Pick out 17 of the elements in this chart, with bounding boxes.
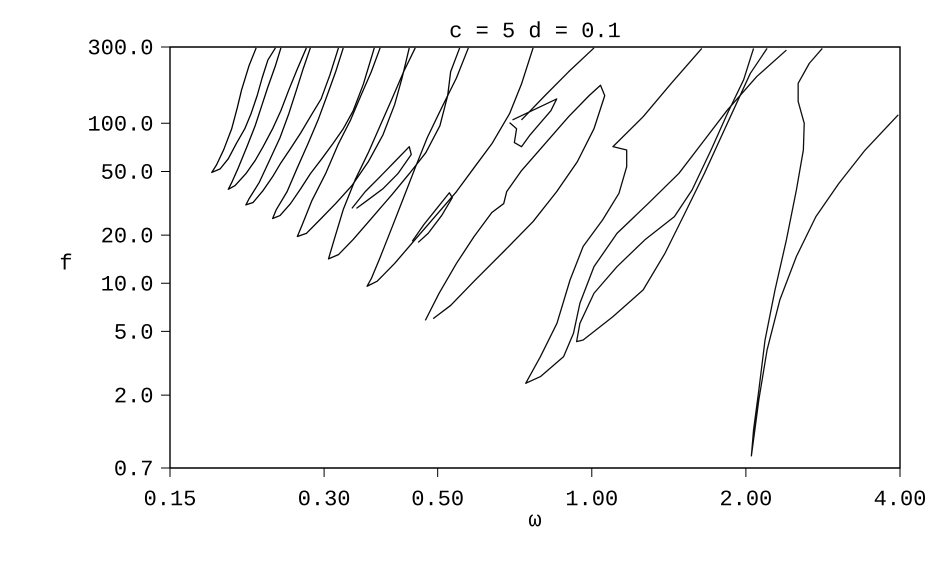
y-tick-label: 0.7	[115, 460, 152, 476]
y-tick-label: 100.0	[89, 116, 152, 131]
x-axis-title: ω	[528, 514, 542, 526]
y-tick-label: 300.0	[88, 40, 152, 54]
x-tick-label: 0.30	[299, 490, 350, 506]
y-tick-label: 2.0	[115, 388, 152, 403]
chart-title: c = 5 d = 0.1	[450, 21, 620, 38]
y-axis-title: f	[60, 254, 72, 270]
y-tick-label: 5.0	[115, 324, 152, 339]
x-tick-label: 1.00	[566, 490, 617, 506]
y-tick-label: 10.0	[102, 276, 152, 291]
x-tick-label: 0.15	[144, 490, 196, 506]
x-tick-label: 2.00	[721, 490, 771, 506]
x-tick-label: 0.50	[412, 490, 463, 506]
x-tick-label: 4.00	[874, 490, 926, 506]
y-tick-label: 20.0	[102, 228, 152, 243]
y-tick-label: 50.0	[102, 164, 152, 179]
